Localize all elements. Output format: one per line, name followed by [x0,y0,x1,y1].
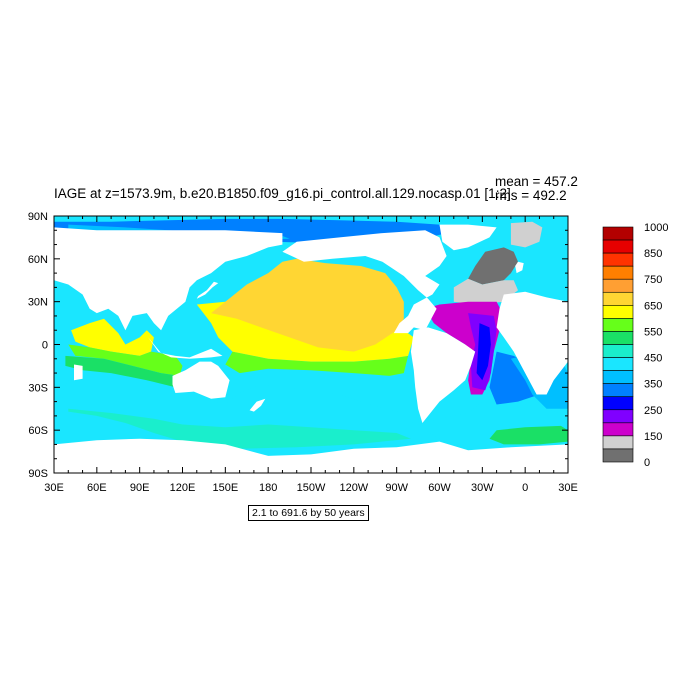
x-tick-label: 30E [44,482,64,494]
colorbar-label: 150 [644,431,662,443]
map-layer [54,216,568,473]
colorbar-swatch [602,357,634,371]
x-tick-label: 90W [385,482,408,494]
field-region-indian-green [68,344,183,376]
colorbar-label: 250 [644,405,662,417]
land-indonesia [148,337,223,359]
colorbar-label: 450 [644,353,662,365]
x-tick-label: 30W [471,482,494,494]
x-tick-label: 180 [259,482,277,494]
land-australia [172,361,230,399]
colorbar-swatch [602,331,634,345]
colorbar: 1000 850 750 650 550 450 350 250 150 0 [602,222,668,469]
colorbar-label: 850 [644,248,662,260]
land-africa [496,291,568,395]
field-region-north-atl-dark [468,247,518,285]
colorbar-label: 0 [644,457,650,469]
field-region-north-pacific-orange [211,258,404,352]
y-tick-label: 90N [28,211,48,223]
land-uk [515,261,524,274]
colorbar-swatch [602,291,634,306]
x-tick-label: 60E [87,482,107,494]
land-new-zealand [249,398,266,412]
land-greenland [439,224,497,251]
y-tick-label: 30N [28,297,48,309]
y-tick-label: 30S [28,382,48,394]
x-tick-label: 120W [339,482,368,494]
colorbar-swatch [602,265,634,280]
colorbar-swatch [602,435,634,450]
x-tick-label: 150W [297,482,326,494]
land-north-america [282,230,447,334]
colorbar-swatch [602,278,634,293]
y-tick-label: 60S [28,425,48,437]
chart-title: IAGE at z=1573.9m, b.e20.B1850.f09_g16.p… [54,186,511,201]
colorbar-label: 550 [644,326,662,338]
land-madagascar [74,364,83,381]
field-region-south-atl-green [489,425,568,445]
field-region-nordic-gray [510,221,543,248]
mean-stat: mean = 457.2 [495,174,578,189]
x-tick-label: 0 [522,482,528,494]
field-region-north-atl-gray [453,278,518,305]
colorbar-label: 350 [644,379,662,391]
x-tick-label: 60W [428,482,451,494]
colorbar-swatch [602,226,634,241]
colorbar-swatch [602,318,634,332]
colorbar-swatch [602,239,634,254]
x-tick-label: 120E [170,482,196,494]
x-tick-label: 90E [130,482,150,494]
axes: 30E 60E 90E 120E 150E 180 150W 120W 90W 60W 30W 0 30… [28,211,578,494]
colorbar-swatch [602,383,634,398]
rms-stat: rms = 492.2 [495,188,567,203]
field-region-indian-yellow [71,318,154,356]
land-south-america [410,327,476,423]
colorbar-label: 1000 [644,222,668,234]
land-eurasia [54,227,283,331]
field-region-pacific-green [225,351,409,376]
colorbar-swatch [602,422,634,437]
land-japan [196,281,219,299]
colorbar-swatch [602,396,634,411]
colorbar-swatch [602,370,634,384]
field-region-southern-cyan-band [68,408,411,449]
y-tick-label: 90S [28,468,48,480]
field-region-indian-aqua [65,355,180,388]
y-tick-label: 60N [28,254,48,266]
y-tick-label: 0 [42,340,48,352]
contour-range-label: 2.1 to 691.6 by 50 years [248,505,369,521]
x-tick-label: 150E [212,482,238,494]
colorbar-swatch [602,344,634,358]
colorbar-label: 650 [644,300,662,312]
x-tick-label: 30E [558,482,578,494]
land-antarctica [54,438,568,473]
colorbar-swatch [602,448,634,463]
field-region-atl-blue [476,323,491,381]
colorbar-swatch [602,409,634,424]
colorbar-swatch [602,252,634,267]
colorbar-swatch [602,305,634,319]
colorbar-label: 750 [644,274,662,286]
